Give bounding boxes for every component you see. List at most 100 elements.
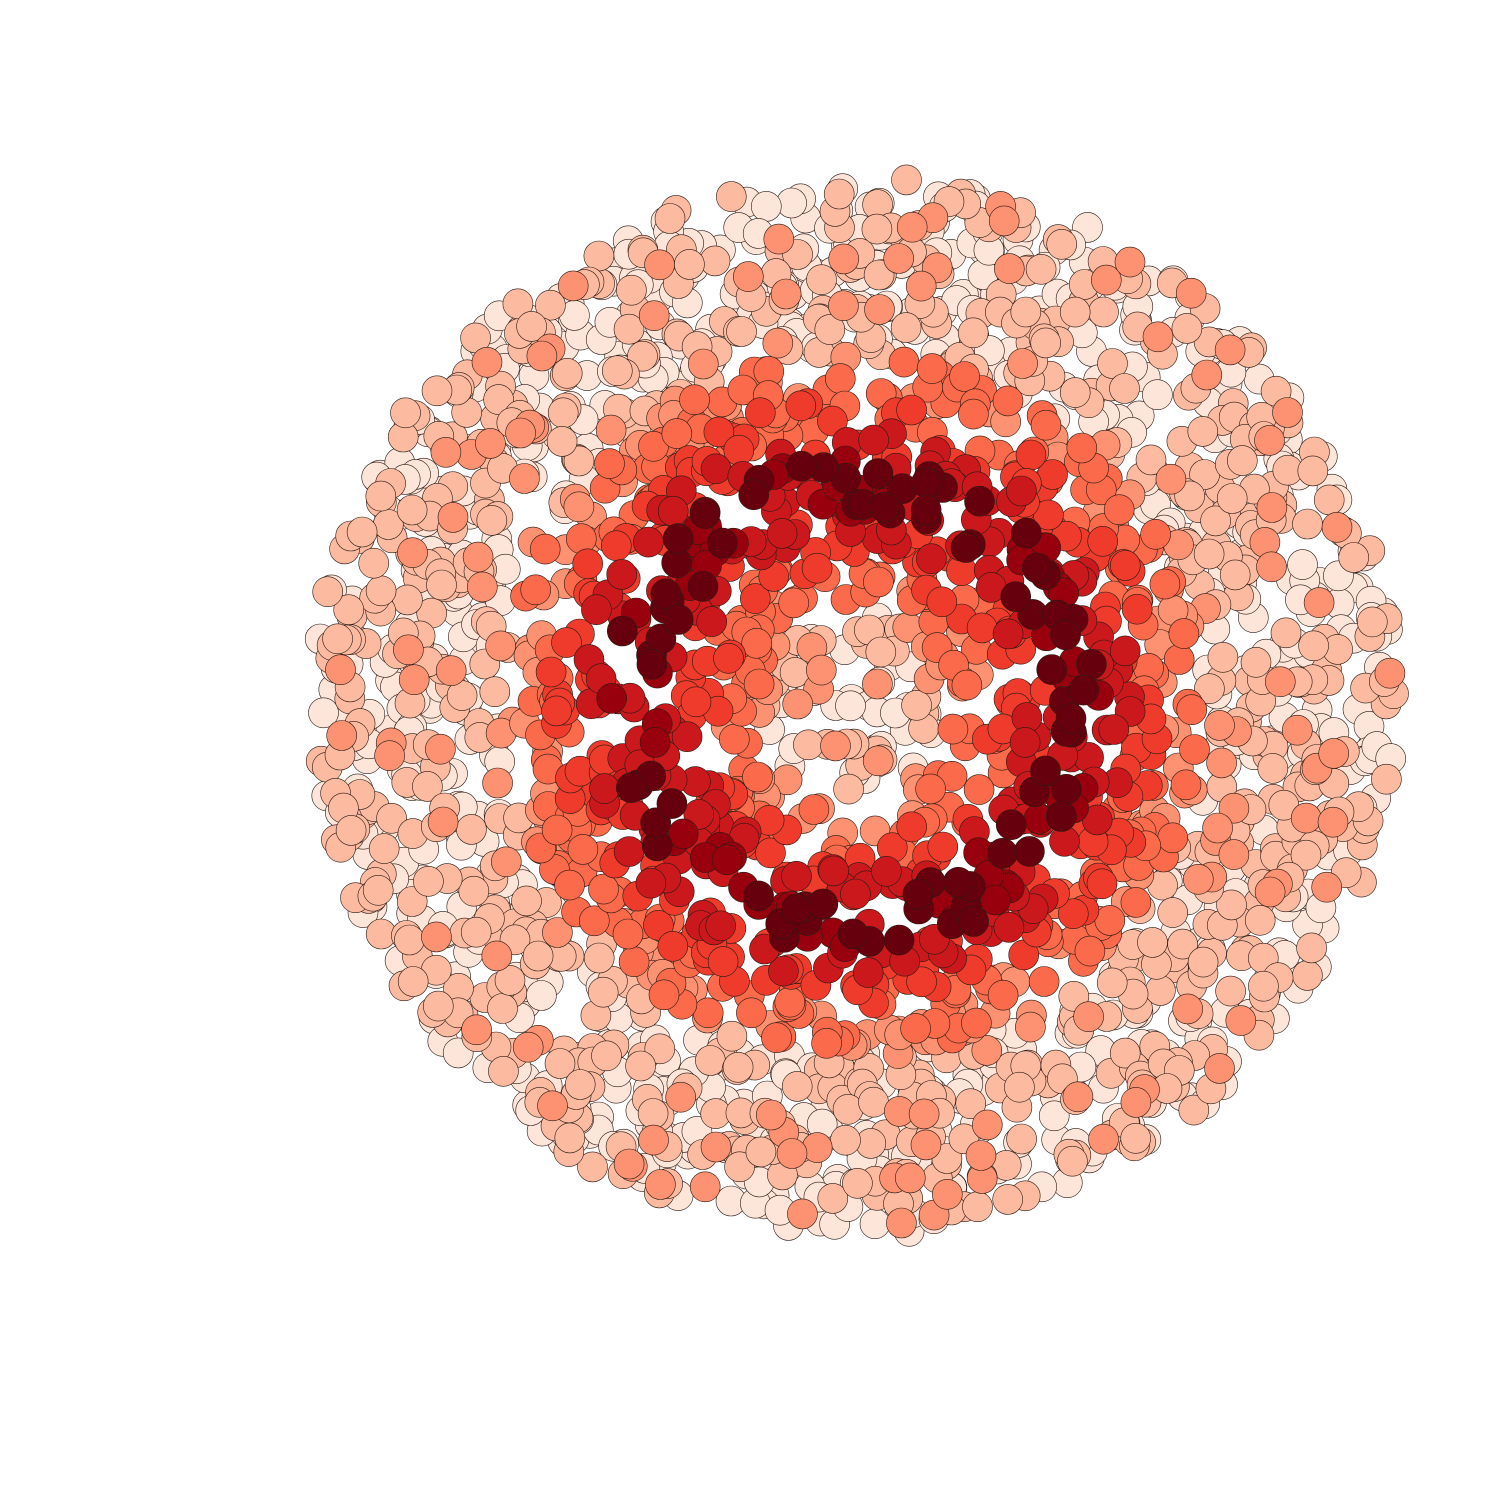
dot (778, 587, 810, 619)
dot (770, 278, 802, 310)
dot (1179, 734, 1210, 765)
dot (806, 264, 837, 296)
dot (862, 745, 894, 777)
dot (656, 788, 688, 819)
dot (900, 1013, 931, 1044)
dot (1157, 822, 1188, 854)
dot (346, 516, 378, 548)
dot (793, 729, 824, 761)
dot (951, 669, 983, 701)
dot (949, 361, 980, 392)
dot (1176, 694, 1207, 726)
dot (1216, 889, 1247, 921)
dot (937, 713, 969, 745)
dot (743, 880, 774, 912)
dot (1219, 559, 1251, 591)
dot (505, 417, 536, 449)
dot (479, 676, 511, 708)
dot (1178, 1094, 1210, 1126)
dot (901, 689, 932, 721)
dot (837, 918, 869, 950)
dot (1290, 802, 1322, 834)
dot (766, 518, 798, 549)
dot (811, 1028, 842, 1059)
dot (820, 730, 851, 762)
dot (739, 583, 771, 614)
dot (807, 888, 839, 920)
dot (522, 940, 554, 972)
dot (650, 578, 682, 610)
dot (1030, 409, 1062, 441)
dot (1254, 425, 1285, 456)
dot (312, 576, 344, 608)
dot (1088, 1123, 1119, 1155)
dot (943, 866, 974, 898)
dot (544, 1048, 576, 1079)
dot (859, 1208, 891, 1239)
dot (782, 688, 814, 720)
dot (966, 612, 998, 644)
dot (1022, 552, 1053, 584)
dot (1303, 587, 1335, 618)
dot (1167, 928, 1198, 960)
dot (1311, 871, 1342, 903)
dot (863, 566, 894, 598)
dot (743, 668, 775, 700)
dot (390, 397, 421, 429)
dot (612, 918, 644, 950)
dot (572, 548, 604, 580)
dot (529, 533, 561, 565)
dot (554, 869, 585, 901)
dot (744, 397, 776, 429)
dot (1170, 769, 1202, 801)
dot (535, 656, 567, 688)
dot (1109, 1037, 1141, 1069)
dot (823, 178, 855, 210)
dot (830, 1124, 861, 1156)
dot (1137, 927, 1168, 958)
dot (456, 814, 487, 845)
dot (596, 683, 628, 714)
dot (741, 627, 773, 659)
dot (483, 384, 514, 415)
dot (1055, 703, 1087, 734)
dot (437, 502, 469, 533)
dot (888, 346, 920, 378)
dot (546, 426, 578, 457)
dot (1265, 666, 1296, 698)
dot (1240, 646, 1272, 678)
dot (687, 348, 719, 380)
dot (308, 697, 339, 729)
dot (1298, 630, 1329, 662)
dot (396, 494, 428, 526)
dot (700, 453, 732, 485)
dot (1028, 966, 1060, 997)
dot (755, 837, 786, 869)
dot (1096, 967, 1128, 999)
dot (1187, 946, 1219, 978)
dot (396, 886, 428, 917)
dot (362, 874, 394, 906)
dot (1036, 654, 1067, 685)
dot (957, 317, 989, 349)
dot (931, 1179, 963, 1210)
dot (588, 873, 619, 905)
dot (1313, 484, 1345, 516)
dot (718, 723, 750, 755)
dot (1191, 359, 1223, 391)
dot (1200, 505, 1231, 537)
dot (1272, 397, 1303, 428)
dot (633, 526, 664, 558)
dot (1357, 606, 1388, 638)
dot (526, 980, 557, 1011)
dot (785, 390, 817, 422)
dot (707, 527, 738, 559)
dot (1109, 635, 1141, 667)
dot (992, 1184, 1024, 1215)
dot (689, 1171, 721, 1203)
dot (535, 289, 566, 321)
dot (645, 1169, 676, 1200)
dot (679, 384, 710, 416)
dot (916, 543, 947, 575)
